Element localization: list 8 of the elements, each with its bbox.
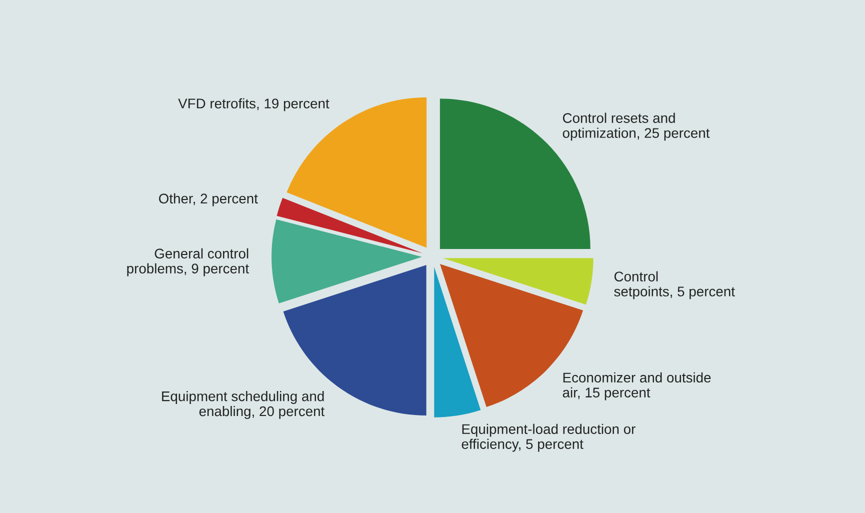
slice-label: General control problems, 9 percent <box>127 248 249 276</box>
slice-label: Equipment scheduling and enabling, 20 percent <box>162 391 325 419</box>
slice-label: Control setpoints, 5 percent <box>614 271 735 300</box>
slice-label: VFD retrofits, 19 percent <box>178 98 330 112</box>
slice-label: Equipment-load reduction or efficiency, 5 percent <box>462 424 636 452</box>
slice-label: Economizer and outside air, 15 percent <box>562 372 711 400</box>
slice-label: Other, 2 percent <box>159 193 258 206</box>
slice-label: Control resets and optimization, 25 percent <box>562 112 710 141</box>
